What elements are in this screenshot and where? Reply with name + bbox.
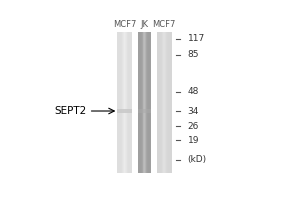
Bar (168, 32, 169, 173)
Bar (142, 32, 143, 173)
Text: SEPT2: SEPT2 (54, 106, 86, 116)
Bar (163, 32, 164, 173)
Text: 117: 117 (188, 34, 205, 43)
Text: JK: JK (140, 20, 148, 29)
Bar (118, 32, 119, 173)
Bar (170, 32, 171, 173)
Bar (141, 32, 142, 173)
Bar (124, 32, 125, 173)
Bar (149, 32, 150, 173)
Bar (146, 32, 147, 173)
Bar (127, 32, 128, 173)
Bar (148, 32, 149, 173)
Bar (120, 32, 121, 173)
Bar (160, 32, 161, 173)
Bar (131, 32, 132, 173)
Bar (122, 32, 123, 173)
Text: 34: 34 (188, 107, 199, 116)
Bar (150, 32, 151, 173)
Bar (161, 32, 162, 173)
Bar (165, 32, 166, 173)
Bar (145, 32, 146, 173)
Text: 85: 85 (188, 50, 199, 59)
Bar (158, 32, 159, 173)
Text: 48: 48 (188, 87, 199, 96)
Bar (128, 32, 129, 173)
Bar (169, 32, 170, 173)
Bar (160, 32, 161, 173)
Bar (138, 109, 151, 113)
Bar (166, 32, 167, 173)
Text: 26: 26 (188, 122, 199, 131)
Bar (159, 32, 160, 173)
Bar (171, 32, 172, 173)
Bar (126, 32, 127, 173)
Bar (164, 32, 165, 173)
Bar (129, 32, 130, 173)
Bar (162, 32, 163, 173)
Bar (138, 32, 139, 173)
Text: MCF7: MCF7 (152, 20, 176, 29)
Bar (143, 32, 144, 173)
Bar (144, 32, 145, 173)
Bar (121, 32, 122, 173)
Text: (kD): (kD) (188, 155, 207, 164)
Bar (117, 32, 118, 173)
Bar (157, 32, 158, 173)
Text: 19: 19 (188, 136, 199, 145)
Bar (117, 109, 132, 113)
Bar (169, 32, 170, 173)
Bar (125, 32, 126, 173)
Text: MCF7: MCF7 (113, 20, 136, 29)
Bar (119, 32, 120, 173)
Bar (123, 32, 124, 173)
Bar (167, 32, 168, 173)
Bar (139, 32, 140, 173)
Bar (147, 32, 148, 173)
Bar (130, 32, 131, 173)
Bar (140, 32, 141, 173)
